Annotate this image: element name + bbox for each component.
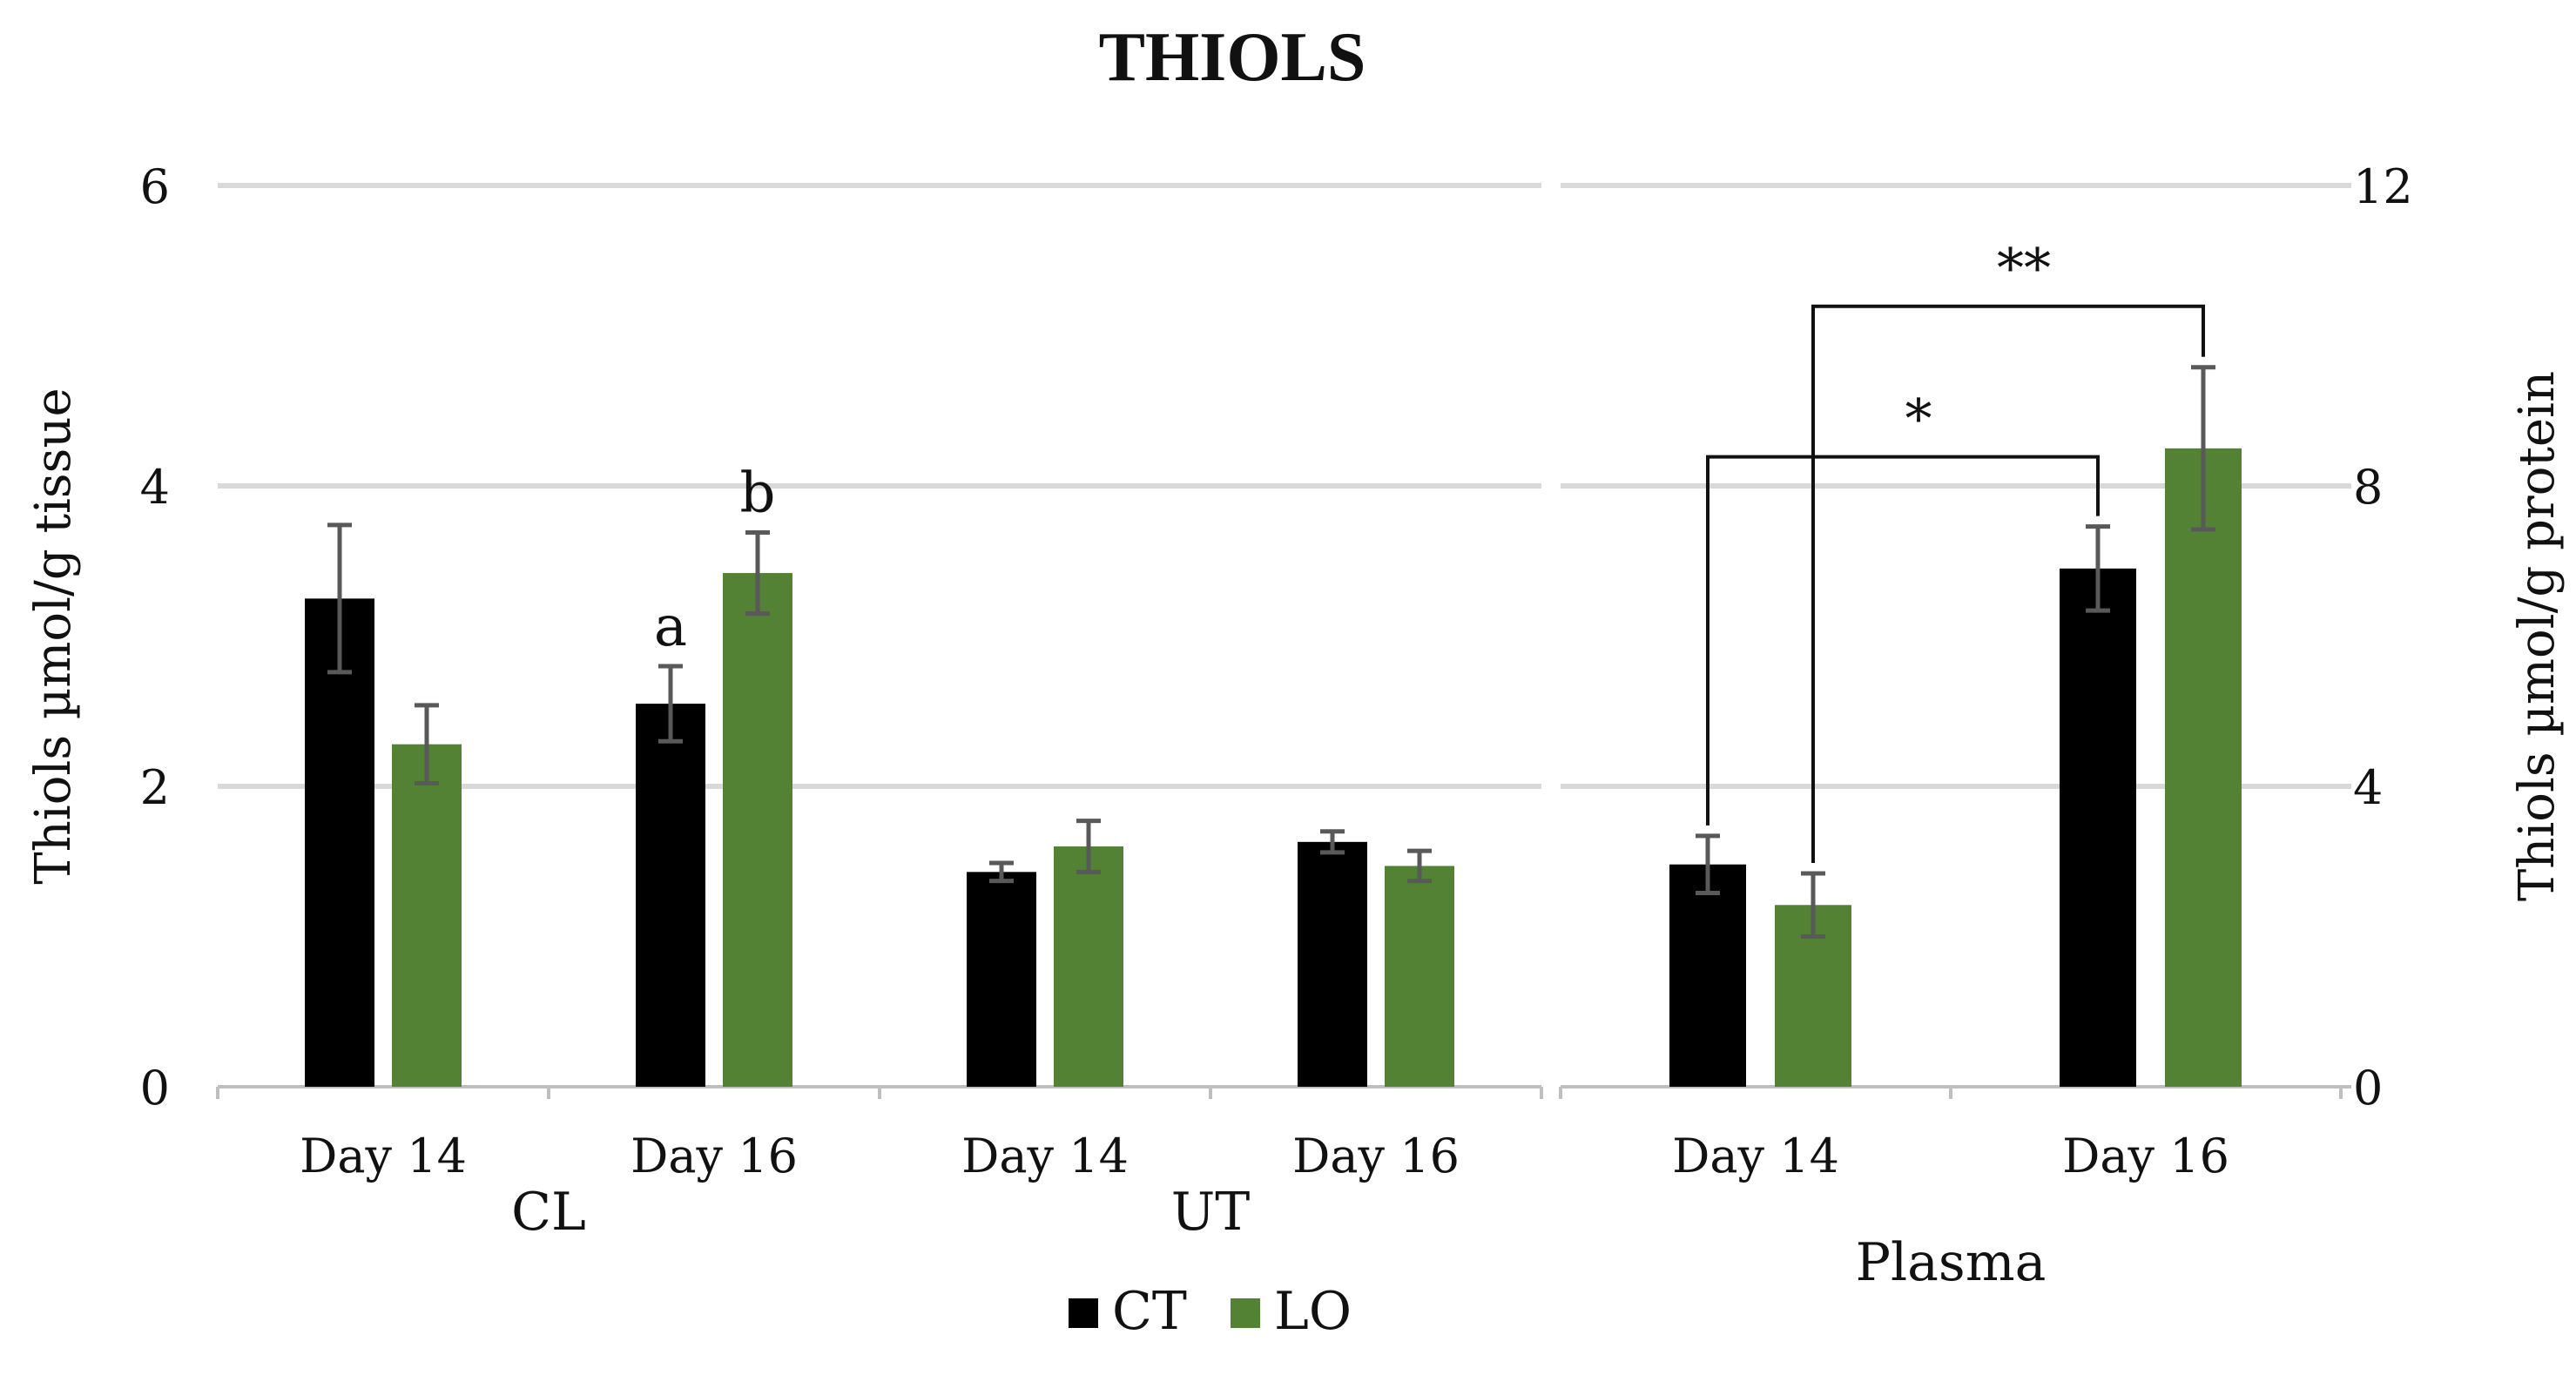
bar-lo <box>1054 846 1123 1087</box>
legend-label-ct: CT <box>1112 1281 1187 1342</box>
bar-ct <box>305 598 374 1087</box>
y-tick-label: 2 <box>140 760 170 815</box>
significance-label: ** <box>1997 237 2051 300</box>
significance-bracket <box>1706 455 2100 826</box>
y-tick-label: 4 <box>140 460 170 515</box>
x-tick-label: Day 14 <box>961 1129 1129 1183</box>
legend: CT LO <box>1069 1281 1352 1342</box>
y-axis-label: Thiols µmol/g protein <box>2509 371 2566 901</box>
bar-ct <box>1669 864 1746 1087</box>
bar-lo <box>723 573 792 1087</box>
annotation-letter: a <box>654 595 687 659</box>
y-tick-label: 12 <box>2353 159 2413 214</box>
legend-swatch-ct <box>1069 1298 1098 1328</box>
y-tick-label: 6 <box>140 159 170 214</box>
bar-ct <box>2060 568 2136 1087</box>
legend-swatch-lo <box>1231 1298 1260 1328</box>
group-label: Plasma <box>1856 1232 2047 1293</box>
legend-label-lo: LO <box>1274 1281 1352 1342</box>
x-tick-label: Day 16 <box>1292 1129 1460 1183</box>
x-tick-label: Day 16 <box>2062 1129 2229 1183</box>
significance-bracket <box>1811 304 2205 864</box>
y-tick-label: 0 <box>2353 1061 2383 1116</box>
x-tick-label: Day 16 <box>631 1129 798 1183</box>
significance-label: * <box>1905 388 1932 451</box>
annotation-letter: b <box>740 461 776 525</box>
plot-layer: 0 2 4 6 Thiols µmol/g tissue Day 14 Day 16 Day … <box>25 159 2566 1293</box>
bar-ct <box>636 704 705 1087</box>
y-tick-label: 8 <box>2353 460 2383 515</box>
bar-lo <box>2165 448 2242 1087</box>
group-label: UT <box>1171 1182 1251 1243</box>
bar-lo <box>1385 866 1454 1087</box>
x-tick-label: Day 14 <box>300 1129 467 1183</box>
chart-title: THIOLS <box>1099 19 1366 96</box>
bar-ct <box>1298 841 1367 1087</box>
y-tick-label: 0 <box>140 1061 170 1116</box>
y-axis-label: Thiols µmol/g tissue <box>25 388 82 884</box>
x-tick-label: Day 14 <box>1672 1129 1839 1183</box>
bar-ct <box>967 872 1036 1087</box>
group-label: CL <box>511 1182 586 1243</box>
bar-lo <box>392 744 462 1087</box>
y-tick-label: 4 <box>2353 760 2383 815</box>
